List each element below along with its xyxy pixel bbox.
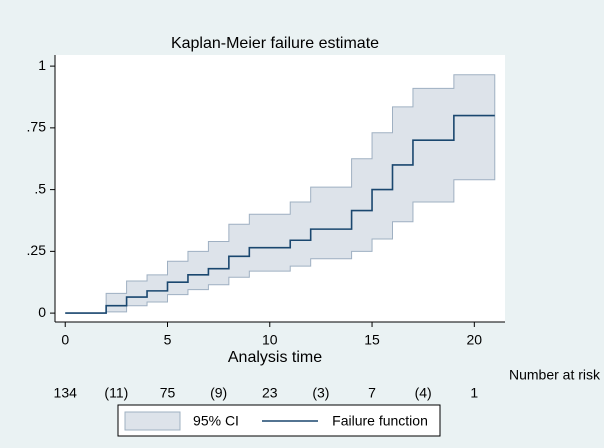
x-tick-label: 0 <box>61 332 69 348</box>
at-risk-count: 134 <box>54 385 78 401</box>
x-tick-label: 20 <box>467 332 483 348</box>
censored-count: (4) <box>415 385 432 401</box>
chart-title: Kaplan-Meier failure estimate <box>171 35 379 52</box>
y-tick-label: 0 <box>38 304 46 320</box>
legend-swatch <box>124 411 181 431</box>
censored-count: (3) <box>312 385 329 401</box>
risk-table-label: Number at risk <box>509 367 601 383</box>
y-tick-label: 1 <box>38 57 46 73</box>
at-risk-count: 1 <box>470 385 478 401</box>
x-tick-label: 10 <box>262 332 278 348</box>
ci-band <box>65 74 496 314</box>
x-tick-label: 15 <box>364 332 380 348</box>
legend-label: 95% CI <box>193 413 239 429</box>
y-tick-label: .75 <box>27 119 47 135</box>
at-risk-count: 23 <box>262 385 278 401</box>
y-tick-label: .25 <box>27 242 47 258</box>
failure-line <box>65 114 495 314</box>
at-risk-count: 75 <box>160 385 176 401</box>
x-axis-title: Analysis time <box>228 349 322 366</box>
y-tick-label: .5 <box>34 180 46 196</box>
at-risk-count: 7 <box>368 385 376 401</box>
legend-label: Failure function <box>332 413 428 429</box>
censored-count: (9) <box>210 385 227 401</box>
censored-count: (11) <box>104 385 128 401</box>
x-tick-label: 5 <box>164 332 172 348</box>
